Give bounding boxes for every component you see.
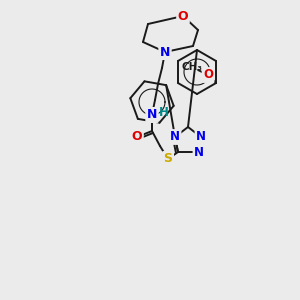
- Text: O: O: [178, 10, 188, 22]
- Text: S: S: [164, 152, 172, 166]
- Text: H: H: [159, 106, 169, 119]
- Text: N: N: [194, 146, 204, 158]
- Text: N: N: [160, 46, 170, 59]
- Text: N: N: [147, 109, 157, 122]
- Text: N: N: [196, 130, 206, 143]
- Text: O: O: [132, 130, 142, 143]
- Text: N: N: [170, 130, 180, 143]
- Text: CH₃: CH₃: [182, 62, 203, 72]
- Text: O: O: [203, 68, 213, 82]
